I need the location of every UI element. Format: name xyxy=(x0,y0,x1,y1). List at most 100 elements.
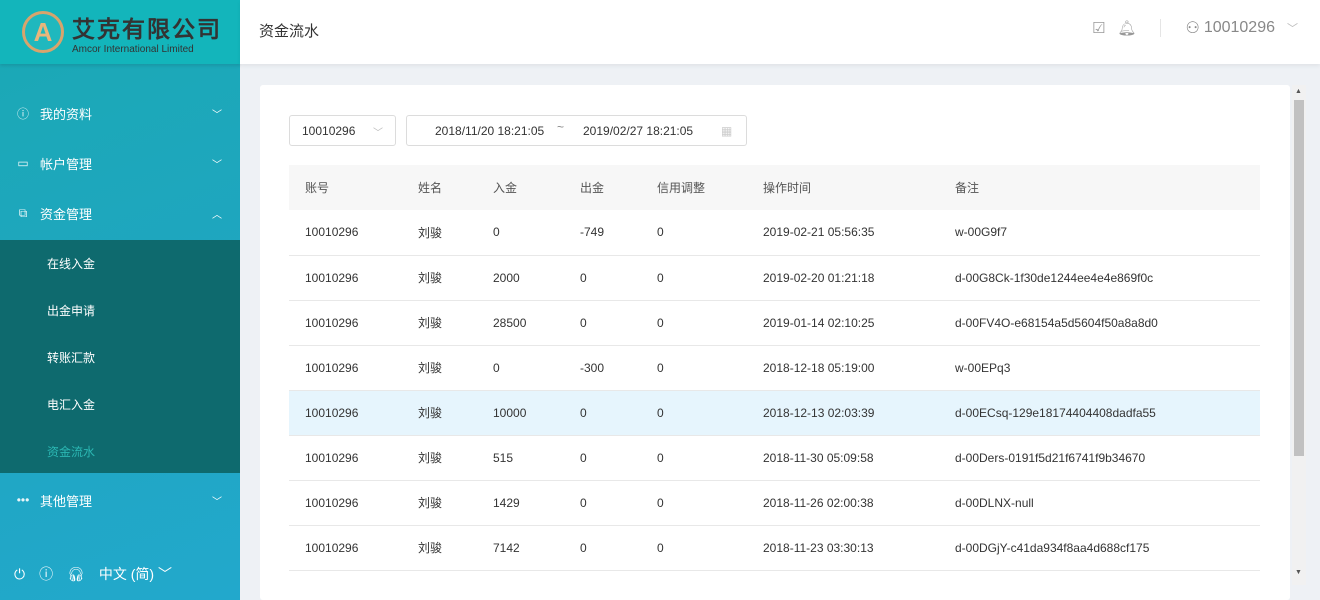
column-header: 出金 xyxy=(564,165,641,210)
table-cell: -300 xyxy=(564,345,641,391)
column-header: 信用调整 xyxy=(641,165,747,210)
table-cell: 0 xyxy=(641,435,747,481)
table-cell: 10010296 xyxy=(289,300,402,346)
scrollbar[interactable]: ▲ ▼ xyxy=(1292,85,1306,585)
info-icon[interactable]: ⓘ xyxy=(39,566,54,582)
table-cell: 0 xyxy=(641,300,747,346)
table-row[interactable]: 10010296 刘骏 7142 0 0 2018-11-23 03:30:13 d-00D… xyxy=(289,525,1260,571)
table-cell: 0 xyxy=(564,525,641,571)
money-icon: ⧉ xyxy=(18,205,28,220)
calendar-icon[interactable]: ▦ xyxy=(721,124,733,138)
table-row[interactable]: 10010296 刘骏 28500 0 0 2019-01-14 02:10:25 d-00… xyxy=(289,300,1260,346)
sidebar-item-label: 其他管理 xyxy=(40,493,93,509)
page-title: 资金流水 xyxy=(259,23,320,40)
table-row[interactable]: 10010296 刘骏 1429 0 0 2018-11-26 02:00:38 d-00D… xyxy=(289,480,1260,526)
logo[interactable]: A 艾克有限公司 Amcor International Limited xyxy=(0,0,240,64)
table-cell: d-00G8Ck-1f30de1244ee4e4e869f0c xyxy=(939,255,1260,301)
scroll-down-icon[interactable]: ▼ xyxy=(1295,569,1302,576)
table-row[interactable]: 10010296 刘骏 0 -749 0 2019-02-21 05:56:35 w-00G… xyxy=(289,210,1260,256)
scrollbar-thumb[interactable] xyxy=(1294,100,1304,456)
sidebar-item-other[interactable]: ••• 其他管理 ﹀ xyxy=(0,475,240,525)
table-row[interactable]: 10010296 刘骏 515 0 0 2018-11-30 05:09:58 d-00De… xyxy=(289,435,1260,481)
submenu-funds: 在线入金 出金申请 转账汇款 电汇入金 资金流水 xyxy=(0,240,240,473)
table-cell: 2018-11-30 05:09:58 xyxy=(747,435,939,481)
chevron-down-icon: ﹀ xyxy=(157,566,172,582)
sidebar-item-accounts[interactable]: ▭ 帐户管理 ﹀ xyxy=(0,138,240,188)
table-cell: 0 xyxy=(641,210,747,256)
table-cell: 2018-12-13 02:03:39 xyxy=(747,390,939,436)
power-icon[interactable]: ⏻ xyxy=(14,565,26,582)
submenu-wire-deposit[interactable]: 电汇入金 xyxy=(47,398,96,412)
table-cell: 0 xyxy=(477,210,564,256)
table-cell: 0 xyxy=(564,435,641,481)
submenu-transfer[interactable]: 转账汇款 xyxy=(47,351,96,365)
table-cell: 刘骏 xyxy=(402,210,477,256)
table-cell: 刘骏 xyxy=(402,390,477,436)
more-icon: ••• xyxy=(16,493,30,507)
table-cell: 0 xyxy=(641,480,747,526)
submenu-fund-flow[interactable]: 资金流水 xyxy=(47,445,96,459)
divider xyxy=(1160,19,1162,37)
table-cell: 10010296 xyxy=(289,345,402,391)
card-icon: ▭ xyxy=(17,156,29,170)
table-cell: 刘骏 xyxy=(402,435,477,481)
content-card: 10010296 ﹀ 2018/11/20 18:21:05 ~ 2019/02/… xyxy=(260,85,1290,600)
table-cell: 2019-01-14 02:10:25 xyxy=(747,300,939,346)
table-row[interactable]: 10010296 刘骏 0 -300 0 2018-12-18 05:19:00 w-00E… xyxy=(289,345,1260,391)
table-cell: 1429 xyxy=(477,480,564,526)
brand-subtitle: Amcor International Limited xyxy=(72,43,194,55)
table-cell: d-00ECsq-129e18174404408dadfa55 xyxy=(939,390,1260,436)
table-cell: 2000 xyxy=(477,255,564,301)
table-cell: 0 xyxy=(564,300,641,346)
table-cell: 2018-11-23 03:30:13 xyxy=(747,525,939,571)
scroll-up-icon[interactable]: ▲ xyxy=(1295,88,1302,95)
end-date[interactable]: 2019/02/27 18:21:05 xyxy=(583,124,694,138)
chevron-down-icon: ﹀ xyxy=(1287,23,1298,35)
chevron-down-icon: ﹀ xyxy=(373,128,383,139)
table-cell: d-00DGjY-c41da934f8aa4d688cf175 xyxy=(939,525,1260,571)
start-date[interactable]: 2018/11/20 18:21:05 xyxy=(435,124,545,138)
submenu-withdrawal[interactable]: 出金申请 xyxy=(47,304,96,318)
table-cell: 0 xyxy=(564,480,641,526)
sidebar-item-funds[interactable]: ⧉ 资金管理 ︿ xyxy=(0,188,240,238)
table-cell: 515 xyxy=(477,435,564,481)
submenu-online-deposit[interactable]: 在线入金 xyxy=(47,257,96,271)
column-header: 入金 xyxy=(477,165,564,210)
chevron-down-icon: ﹀ xyxy=(212,159,222,171)
table-row[interactable]: 10010296 刘骏 10000 0 0 2018-12-13 02:03:39 d-00… xyxy=(289,390,1260,436)
sidebar-item-profile[interactable]: ⓘ 我的资料 ﹀ xyxy=(0,88,240,138)
brand-name: 艾克有限公司 xyxy=(72,15,222,42)
language-select[interactable]: 中文 (简) ﹀ xyxy=(99,564,172,584)
sidebar: A 艾克有限公司 Amcor International Limited ⓘ 我的… xyxy=(0,0,240,600)
language-label: 中文 (简) xyxy=(98,566,155,582)
calendar-check-icon[interactable]: ☑ xyxy=(1091,20,1106,37)
account-value: 10010296 xyxy=(302,124,356,138)
table-cell: 刘骏 xyxy=(402,255,477,301)
sidebar-item-label: 资金管理 xyxy=(40,206,93,222)
table-cell: 10010296 xyxy=(289,210,402,256)
column-header: 姓名 xyxy=(402,165,477,210)
table-cell: 刘骏 xyxy=(402,480,477,526)
top-header: 资金流水 ☑ 🔔︎ ⚇ 10010296 ﹀ xyxy=(240,0,1320,64)
table-cell: 刘骏 xyxy=(402,345,477,391)
table-cell: w-00G9f7 xyxy=(939,210,1260,256)
user-menu[interactable]: ⚇ 10010296 ﹀ xyxy=(1185,18,1298,38)
table-cell: 刘骏 xyxy=(402,525,477,571)
table-cell: 7142 xyxy=(477,525,564,571)
table-cell: 0 xyxy=(477,345,564,391)
table-cell: 2019-02-21 05:56:35 xyxy=(747,210,939,256)
bell-icon[interactable]: 🔔︎ xyxy=(1117,20,1137,37)
table-cell: -749 xyxy=(564,210,641,256)
sidebar-item-label: 帐户管理 xyxy=(40,156,93,172)
table-row[interactable]: 10010296 刘骏 2000 0 0 2019-02-20 01:21:18 d-00G… xyxy=(289,255,1260,301)
date-range-picker[interactable]: 2018/11/20 18:21:05 ~ 2019/02/27 18:21:0… xyxy=(406,115,747,146)
column-header: 账号 xyxy=(289,165,402,210)
account-select[interactable]: 10010296 ﹀ xyxy=(289,115,396,146)
table-cell: 0 xyxy=(641,390,747,436)
table-cell: 0 xyxy=(641,345,747,391)
table-cell: w-00EPq3 xyxy=(939,345,1260,391)
headset-icon[interactable]: 🎧︎ xyxy=(67,565,85,582)
table-cell: 0 xyxy=(564,255,641,301)
table-cell: 0 xyxy=(641,525,747,571)
table-cell: 10010296 xyxy=(289,390,402,436)
